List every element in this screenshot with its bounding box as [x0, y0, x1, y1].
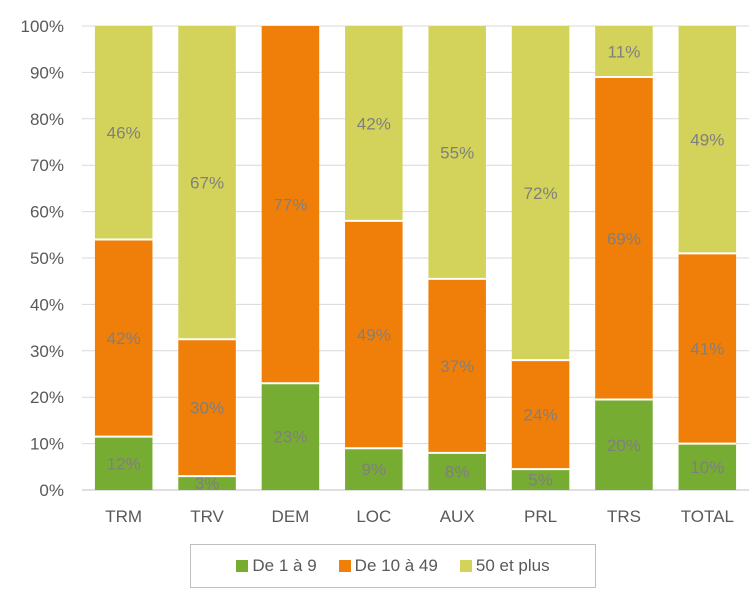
data-label: 41%: [690, 339, 724, 358]
bar-segment: [94, 239, 153, 437]
bars: [94, 26, 737, 490]
bar-segment: [178, 476, 236, 490]
y-tick-label: 100%: [21, 17, 64, 36]
data-label: 42%: [357, 114, 391, 133]
x-tick-label: TOTAL: [681, 507, 734, 526]
legend-swatch-series-3: [459, 560, 472, 572]
bar-segment: [595, 26, 653, 78]
y-tick-label: 30%: [30, 342, 64, 361]
x-tick-label: TRS: [607, 507, 641, 526]
bar-segment: [178, 339, 236, 477]
data-labels: 12% 42% 46% 3% 30% 67% 23% 77% 9% 49% 42% 8% 37% 55% 5…: [107, 43, 725, 494]
bar-segment: [345, 220, 403, 449]
bar-segment: [678, 253, 737, 444]
data-label: 12%: [107, 454, 141, 473]
legend-label-series-3: 50 et plus: [475, 556, 550, 575]
x-tick-label: AUX: [440, 507, 475, 526]
data-label: 8%: [445, 462, 470, 481]
data-label: 10%: [690, 458, 724, 477]
data-label: 3%: [195, 474, 220, 493]
bar-segment: [428, 26, 486, 279]
data-label: 30%: [190, 399, 224, 418]
x-tick-label: TRV: [190, 507, 224, 526]
y-tick-label: 10%: [30, 435, 64, 454]
bar-segment: [345, 26, 403, 221]
legend-label-series-1: De 1 à 9: [252, 556, 317, 575]
data-label: 9%: [362, 460, 387, 479]
bar-segment: [678, 443, 737, 490]
data-label: 24%: [524, 406, 558, 425]
data-label: 49%: [690, 131, 724, 150]
data-label: 77%: [273, 196, 307, 215]
data-label: 49%: [357, 326, 391, 345]
legend-swatch-series-2: [338, 560, 351, 572]
y-axis-ticks: 0% 10% 20% 30% 40% 50% 60% 70% 80% 90% 100%: [21, 17, 64, 500]
bar-segment: [94, 436, 153, 490]
y-tick-label: 70%: [30, 156, 64, 175]
bar-segment: [428, 452, 486, 490]
y-tick-label: 60%: [30, 203, 64, 222]
bar-segment: [511, 469, 570, 490]
bar-segment: [511, 360, 570, 470]
data-label: 46%: [107, 124, 141, 143]
y-tick-label: 40%: [30, 295, 64, 314]
x-tick-label: LOC: [356, 507, 391, 526]
legend: De 1 à 9 De 10 à 49 50 et plus: [190, 544, 596, 588]
legend-item-series-3: 50 et plus: [459, 556, 550, 576]
data-label: 55%: [440, 143, 474, 162]
bar-segment: [261, 383, 320, 490]
bar-segment: [178, 26, 236, 340]
bar-segment: [511, 26, 570, 361]
y-tick-label: 50%: [30, 249, 64, 268]
x-axis-ticks: TRM TRV DEM LOC AUX PRL TRS TOTAL: [105, 507, 734, 526]
x-tick-label: PRL: [524, 507, 557, 526]
bar-segment: [428, 278, 486, 453]
y-tick-label: 80%: [30, 110, 64, 129]
bar-segment: [261, 26, 320, 384]
data-label: 69%: [607, 229, 641, 248]
stacked-bar-chart: 0% 10% 20% 30% 40% 50% 60% 70% 80% 90% 100% 12% 42%…: [21, 17, 749, 526]
data-label: 67%: [190, 174, 224, 193]
bar-segment: [595, 77, 653, 400]
x-tick-label: DEM: [272, 507, 310, 526]
y-tick-label: 20%: [30, 388, 64, 407]
bar-segment: [595, 399, 653, 490]
bar-segment: [94, 26, 153, 240]
data-label: 72%: [524, 184, 558, 203]
y-tick-label: 90%: [30, 63, 64, 82]
data-label: 5%: [528, 471, 553, 490]
x-tick-label: TRM: [105, 507, 142, 526]
data-label: 20%: [607, 436, 641, 455]
data-label: 37%: [440, 357, 474, 376]
legend-item-series-1: De 1 à 9: [236, 556, 317, 576]
y-tick-label: 0%: [39, 481, 64, 500]
data-label: 23%: [273, 428, 307, 447]
legend-swatch-series-1: [236, 560, 249, 572]
legend-label-series-2: De 10 à 49: [354, 556, 438, 575]
legend-item-series-2: De 10 à 49: [338, 556, 438, 576]
data-label: 42%: [107, 329, 141, 348]
data-label: 11%: [608, 43, 641, 62]
bar-segment: [678, 26, 737, 254]
bar-segment: [345, 448, 403, 490]
